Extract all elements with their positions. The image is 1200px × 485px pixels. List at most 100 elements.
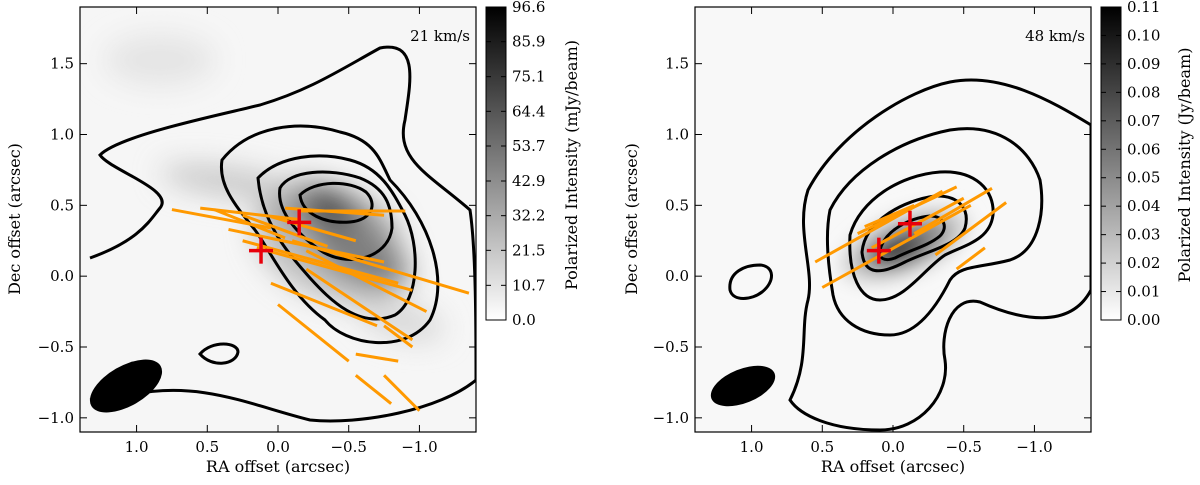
contour-outer bbox=[788, 78, 1091, 432]
y-tick-label: 0.5 bbox=[665, 196, 689, 214]
y-axis-ticks: −1.0 −0.5 0.0 0.5 1.0 1.5 bbox=[38, 55, 476, 427]
x-axis-label: RA offset (arcsec) bbox=[821, 457, 965, 476]
polarization-vector bbox=[913, 187, 993, 235]
y-axis-ticks: −1.0 −0.5 0.0 0.5 1.0 1.5 bbox=[653, 55, 1091, 427]
intensity-contours bbox=[89, 45, 476, 423]
polarization-vector bbox=[355, 352, 399, 363]
colorbar-tick-label: 0.00 bbox=[1127, 311, 1160, 329]
polarization-vector bbox=[291, 239, 470, 295]
polarization-vector bbox=[270, 281, 378, 328]
polarization-vector bbox=[277, 303, 350, 363]
y-tick-label: 0.0 bbox=[665, 267, 689, 285]
polarization-vector bbox=[305, 267, 414, 342]
colorbar-label: Polarized Intensity (Jy/beam) bbox=[1175, 48, 1194, 283]
colorbar-tick-label: 0.03 bbox=[1127, 226, 1160, 244]
source-cross bbox=[897, 210, 922, 237]
polarization-vector bbox=[955, 246, 986, 271]
polarization-vector bbox=[242, 213, 329, 248]
velocity-label: 48 km/s bbox=[1025, 27, 1085, 45]
polarization-vector bbox=[354, 374, 393, 405]
source-cross bbox=[287, 209, 312, 236]
panel-48kms: 1.0 0.5 0.0 −0.5 −1.0 −1.0 −0.5 0.0 0.5 1.0 1.5 4… bbox=[622, 0, 1194, 476]
x-tick-label: 0.5 bbox=[195, 438, 219, 456]
x-tick-label: 1.0 bbox=[125, 438, 149, 456]
polarization-vector bbox=[864, 203, 915, 228]
polarization-vector bbox=[857, 185, 958, 236]
colorbar-tick-label: 0.10 bbox=[1127, 26, 1160, 44]
contour-5 bbox=[878, 214, 946, 262]
velocity-label: 21 km/s bbox=[410, 27, 470, 45]
polarization-vector bbox=[242, 239, 399, 285]
y-tick-label: 1.5 bbox=[50, 55, 74, 73]
colorbar-tick-label: 53.7 bbox=[512, 137, 545, 155]
polarization-vector bbox=[934, 201, 1008, 257]
contour-outer bbox=[89, 45, 476, 423]
colorbar-tick-label: 0.07 bbox=[1127, 112, 1160, 130]
y-tick-label: 0.5 bbox=[50, 196, 74, 214]
polarization-vector bbox=[383, 324, 414, 349]
colorbar-tick-label: 0.11 bbox=[1127, 0, 1160, 16]
colorbar-tick-label: 0.01 bbox=[1127, 283, 1160, 301]
colorbar-tick-label: 0.0 bbox=[512, 311, 536, 329]
y-tick-label: −1.0 bbox=[38, 409, 74, 427]
contour-4 bbox=[860, 194, 968, 273]
colorbar-tick-label: 32.2 bbox=[512, 207, 545, 225]
contour-4 bbox=[278, 170, 394, 261]
colorbar-gradient bbox=[1100, 6, 1122, 321]
y-tick-label: 1.0 bbox=[665, 126, 689, 144]
polarization-vector bbox=[821, 204, 972, 289]
x-tick-label: 1.0 bbox=[740, 438, 764, 456]
y-tick-label: 0.0 bbox=[50, 267, 74, 285]
polarization-vector bbox=[383, 374, 421, 412]
colorbar-tick-label: 0.08 bbox=[1127, 83, 1160, 101]
x-tick-label: 0.5 bbox=[810, 438, 834, 456]
colorbar-ticks: 0.0 10.7 21.5 32.2 42.9 53.7 64.4 75.1 85.9 96.6 bbox=[486, 0, 545, 329]
colorbar: 0.010.721.532.242.953.764.475.185.996.6 … bbox=[485, 0, 581, 329]
x-axis-ticks: 1.0 0.5 0.0 −0.5 −1.0 bbox=[740, 7, 1053, 456]
contour-2 bbox=[825, 127, 1044, 337]
contour-island bbox=[728, 263, 773, 300]
polarization-vector bbox=[256, 246, 413, 292]
polarization-vectors bbox=[814, 185, 1008, 289]
contour-island bbox=[198, 342, 240, 365]
polarization-vector bbox=[270, 215, 357, 243]
contour-3 bbox=[848, 170, 995, 302]
polarization-vector bbox=[305, 249, 428, 313]
x-tick-label: −0.5 bbox=[330, 438, 366, 456]
x-axis-label: RA offset (arcsec) bbox=[206, 457, 350, 476]
colorbar-tick-label: 42.9 bbox=[512, 172, 545, 190]
source-cross bbox=[249, 237, 274, 264]
colorbar-tick-label: 85.9 bbox=[512, 33, 545, 51]
colorbar-tick-label: 64.4 bbox=[512, 102, 545, 120]
beam-ellipse bbox=[89, 359, 163, 413]
colorbar-gradient bbox=[485, 6, 507, 321]
colorbar-tick-label: 0.02 bbox=[1127, 254, 1160, 272]
y-tick-label: −0.5 bbox=[38, 338, 74, 356]
y-tick-label: −1.0 bbox=[653, 409, 689, 427]
colorbar-tick-label: 21.5 bbox=[512, 241, 545, 259]
y-tick-label: 1.5 bbox=[665, 55, 689, 73]
y-axis-label: Dec offset (arcsec) bbox=[5, 143, 24, 295]
x-axis-ticks: 1.0 0.5 0.0 −0.5 −1.0 bbox=[125, 7, 438, 456]
beam-ellipse bbox=[710, 365, 776, 407]
intensity-contours bbox=[728, 78, 1091, 432]
colorbar-tick-label: 0.05 bbox=[1127, 169, 1160, 187]
x-tick-label: 0.0 bbox=[266, 438, 290, 456]
y-axis-label: Dec offset (arcsec) bbox=[622, 143, 641, 295]
panel-21kms: 1.0 0.5 0.0 −0.5 −1.0 −1.0 −0.5 0.0 0.5 1.0 1.5 2… bbox=[5, 0, 581, 476]
x-tick-label: −1.0 bbox=[401, 438, 437, 456]
colorbar-tick-label: 0.06 bbox=[1127, 140, 1160, 158]
colorbar-tick-label: 75.1 bbox=[512, 68, 545, 86]
colorbar-ticks: 0.00 0.01 0.02 0.03 0.04 0.05 0.06 0.07 0.08 0.09… bbox=[1101, 0, 1160, 329]
polarization-vectors bbox=[171, 206, 470, 412]
contour-2 bbox=[219, 124, 440, 344]
colorbar-tick-label: 0.09 bbox=[1127, 55, 1160, 73]
x-tick-label: −0.5 bbox=[945, 438, 981, 456]
x-tick-label: 0.0 bbox=[881, 438, 905, 456]
colorbar-tick-label: 0.04 bbox=[1127, 197, 1160, 215]
source-cross bbox=[866, 237, 891, 264]
colorbar: 0.00 0.01 0.02 0.03 0.04 0.05 0.06 0.07 0.08 0.09… bbox=[1100, 0, 1194, 329]
y-tick-label: −0.5 bbox=[653, 338, 689, 356]
colorbar-tick-label: 10.7 bbox=[512, 276, 545, 294]
